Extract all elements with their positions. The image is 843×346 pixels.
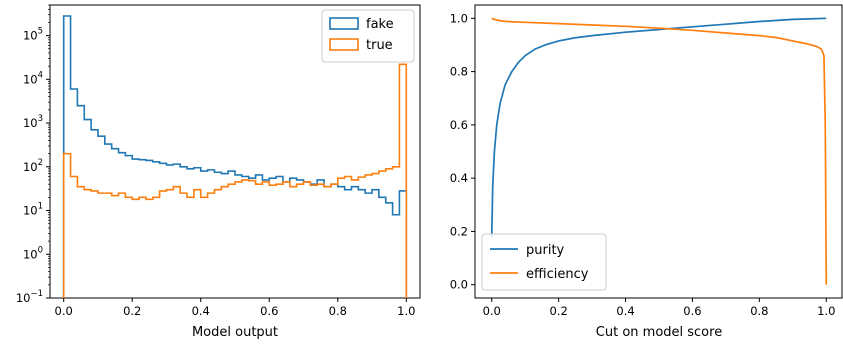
y-tick-label: 104 — [23, 70, 43, 86]
x-tick-label: 1.0 — [397, 304, 415, 318]
y-tick-exponent: 4 — [38, 70, 43, 80]
legend-label-purity: purity — [526, 243, 565, 258]
y-tick-exponent: 0 — [38, 245, 43, 255]
y-tick-label: 100 — [23, 245, 43, 261]
plot-frame — [49, 4, 421, 299]
y-tick-label: 0.8 — [450, 65, 468, 79]
y-tick-label: 101 — [23, 202, 43, 218]
purity-efficiency-chart: 0.0 0.2 0.4 0.6 0.8 1.0 0.0 0.2 0.4 0.6 0.8 1.0 Cut … — [450, 4, 843, 340]
y-tick-label: 0.4 — [450, 171, 468, 185]
y-tick-base: 10 — [23, 29, 38, 43]
y-tick-exponent: 3 — [38, 114, 43, 124]
y-tick-label: 0.0 — [450, 278, 468, 292]
y-tick-label: 105 — [23, 27, 43, 43]
x-tick-label: 0.4 — [192, 304, 210, 318]
y-tick-exponent: −1 — [30, 289, 43, 299]
legend-box — [321, 9, 415, 63]
y-tick-base: 10 — [23, 247, 38, 261]
histogram-series-fake — [62, 15, 408, 298]
y-tick-exponent: 1 — [38, 202, 43, 212]
x-tick-label: 0.0 — [483, 304, 501, 318]
legend-swatch-fake — [329, 17, 359, 30]
histogram-chart: 0.0 0.2 0.4 0.6 0.8 1.010−1100101102103104105… — [16, 4, 421, 340]
line-series-efficiency — [491, 17, 828, 285]
y-tick-label: 10−1 — [16, 289, 43, 305]
y-tick-base: 10 — [23, 160, 38, 174]
legend-label-true: true — [366, 38, 393, 53]
line-series-purity — [490, 17, 827, 237]
x-tick-label: 0.6 — [260, 304, 278, 318]
x-tick-label: 0.2 — [123, 304, 141, 318]
x-axis-label: Cut on model score — [596, 325, 722, 340]
legend-label-efficiency: efficiency — [526, 267, 589, 282]
x-tick-label: 0.8 — [750, 304, 768, 318]
y-tick-base: 10 — [23, 72, 38, 86]
y-tick-label: 103 — [23, 114, 43, 130]
y-tick-label: 1.0 — [450, 11, 468, 25]
legend-box — [481, 233, 607, 291]
y-tick-base: 10 — [23, 204, 38, 218]
y-tick-base: 10 — [23, 116, 38, 130]
y-tick-label: 102 — [23, 158, 43, 174]
x-tick-label: 0.4 — [616, 304, 634, 318]
y-tick-exponent: 5 — [38, 27, 43, 37]
x-tick-label: 0.6 — [683, 304, 701, 318]
y-tick-label: 0.2 — [450, 224, 468, 238]
x-tick-label: 0.2 — [549, 304, 567, 318]
y-tick-base: 10 — [16, 291, 31, 305]
plot-frame — [474, 4, 843, 299]
x-tick-label: 0.8 — [329, 304, 347, 318]
x-axis-label: Model output — [192, 325, 278, 340]
histogram-series-true — [62, 63, 408, 298]
x-tick-label: 0.0 — [55, 304, 73, 318]
x-tick-label: 1.0 — [817, 304, 835, 318]
y-tick-exponent: 2 — [38, 158, 43, 168]
y-tick-label: 0.6 — [450, 118, 468, 132]
legend-label-fake: fake — [366, 17, 394, 32]
legend-swatch-true — [329, 38, 359, 51]
